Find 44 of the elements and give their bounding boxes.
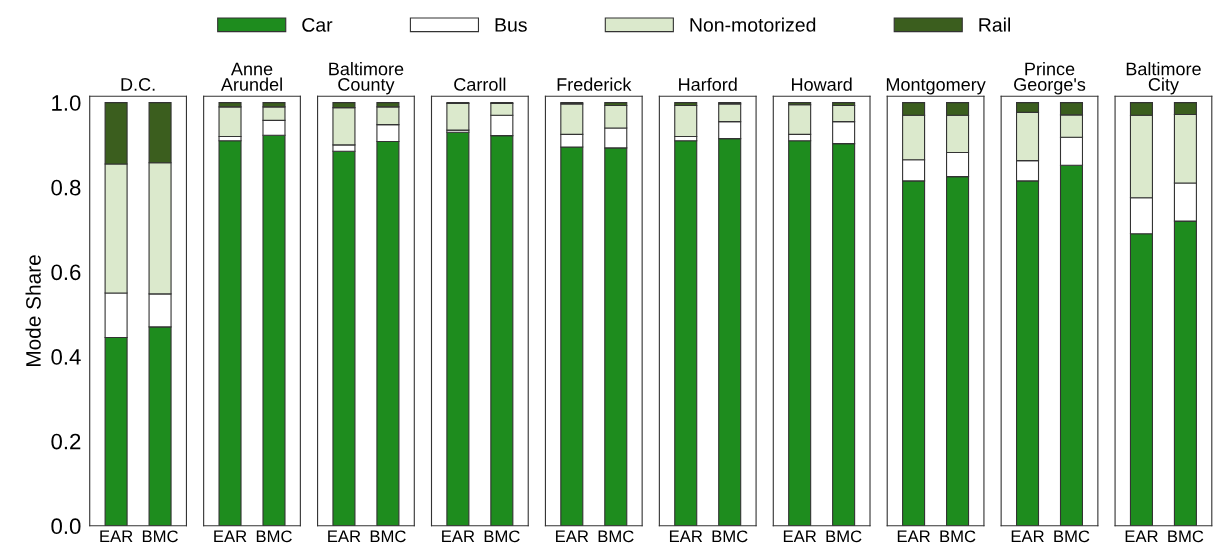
chart-title: Baltimore County xyxy=(329,62,404,95)
chart-title: Frederick xyxy=(557,77,632,91)
chart-title: Anne Arundel xyxy=(220,62,282,91)
x-tick-label: BMC xyxy=(142,530,178,543)
x-tick-label: BMC xyxy=(1168,530,1204,543)
x-tick-label: BMC xyxy=(712,530,748,543)
y-tick-label: 0.2 xyxy=(51,433,81,450)
chart-title: Baltimore City xyxy=(1126,62,1201,95)
x-tick-label: EAR xyxy=(1011,530,1044,543)
y-tick-label: 0.4 xyxy=(51,349,81,365)
x-tick-label: EAR xyxy=(328,530,361,543)
y-tick-label: 0.6 xyxy=(51,264,81,281)
legend-label: Bus xyxy=(495,18,527,32)
x-tick-label: BMC xyxy=(940,530,976,543)
x-tick-label: EAR xyxy=(783,530,817,543)
x-tick-label: BMC xyxy=(484,530,520,543)
bar xyxy=(674,105,698,138)
x-tick-label: EAR xyxy=(442,530,475,543)
y-axis-title: Mode Share xyxy=(25,255,41,367)
x-tick-label: EAR xyxy=(897,530,930,543)
x-tick-label: BMC xyxy=(826,530,862,543)
y-tick-label: 0.0 xyxy=(51,518,81,535)
legend-label: Non-motorized xyxy=(690,17,816,32)
chart-title: Harford xyxy=(679,77,737,91)
y-tick-label: 0.8 xyxy=(51,179,81,196)
chart-title: Howard xyxy=(792,77,852,91)
x-tick-label: BMC xyxy=(370,530,406,543)
chart-title: D.C. xyxy=(121,78,155,91)
chart-title: Carroll xyxy=(454,77,506,91)
x-tick-label: EAR xyxy=(669,530,703,543)
x-tick-label: EAR xyxy=(1125,530,1158,543)
x-tick-label: EAR xyxy=(556,530,589,543)
y-tick-label: 1.0 xyxy=(52,95,81,111)
bar xyxy=(218,106,242,138)
x-tick-label: BMC xyxy=(256,530,292,543)
legend-label: Car xyxy=(302,18,333,32)
x-tick-label: BMC xyxy=(1054,530,1090,543)
bar xyxy=(446,102,470,131)
x-tick-label: BMC xyxy=(598,530,634,543)
chart-title: Prince George's xyxy=(1014,62,1086,95)
legend-label: Rail xyxy=(979,17,1011,32)
x-tick-label: EAR xyxy=(100,530,133,543)
x-tick-label: EAR xyxy=(214,530,247,543)
chart-title: Montgomery xyxy=(886,78,986,95)
